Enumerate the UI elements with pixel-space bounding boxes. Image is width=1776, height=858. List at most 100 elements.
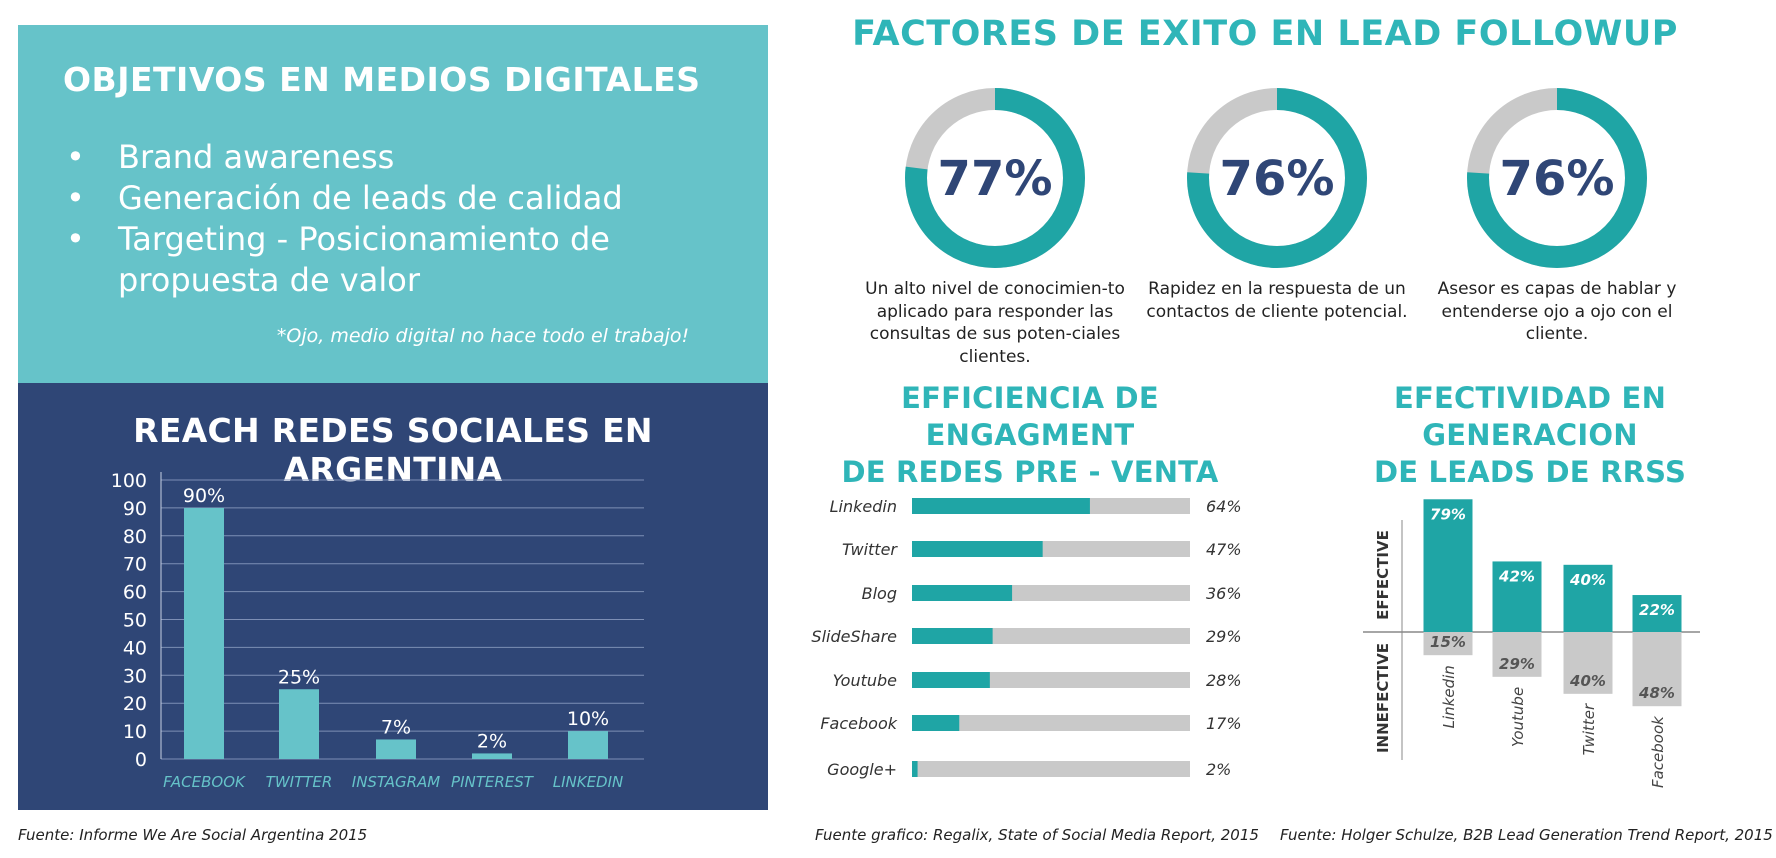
effectiveness-title-line2: DE LEADS DE RRSS (1373, 455, 1687, 489)
bullet-icon: • (66, 138, 85, 176)
bar (912, 585, 1013, 601)
bar-data-label: 64% (1206, 497, 1242, 516)
bar-data-label: 48% (1638, 684, 1675, 702)
bar-data-label: 47% (1206, 540, 1242, 559)
bar-data-label: 25% (278, 666, 320, 688)
donut-chart: 76% (1467, 88, 1647, 268)
reach-source: Fuente: Informe We Are Social Argentina … (18, 826, 368, 844)
row-label: Google+ (827, 760, 897, 779)
bar-data-label: 15% (1430, 633, 1466, 651)
bar-data-label: 29% (1206, 627, 1242, 646)
donut-chart: 76% (1187, 88, 1367, 268)
bullet-icon: • (66, 179, 85, 217)
bar-track (912, 761, 1190, 777)
factor-description: Un alto nivel de conocimien-to aplicado … (865, 279, 1125, 367)
bar (912, 715, 960, 731)
objectives-panel: OBJETIVOS EN MEDIOS DIGITALES • Brand awa… (18, 25, 768, 383)
bar-data-label: 7% (381, 716, 411, 738)
objective-item: • Generación de leads de calidad (66, 178, 658, 219)
donut-value-label: 76% (1500, 151, 1615, 207)
y-tick-label: 80 (123, 526, 147, 548)
objectives-note: *Ojo, medio digital no hace todo el trab… (276, 325, 690, 347)
bar (184, 507, 224, 759)
factor-item: 76% Asesor es capas de hablar y entenders… (1422, 88, 1692, 344)
row-label: SlideShare (811, 627, 897, 646)
engagement-title-line2: DE REDES PRE - VENTA (841, 455, 1219, 489)
engagement-title-block: EFFICIENCIA DE ENGAGMENT DE REDES PRE - … (800, 380, 1260, 491)
engagement-title-line1: EFFICIENCIA DE ENGAGMENT (901, 381, 1159, 452)
y-tick-label: 20 (123, 693, 147, 715)
factors-title: FACTORES DE EXITO EN LEAD FOLLOWUP (852, 14, 1678, 54)
bar-ineffective (1632, 632, 1682, 707)
donut-arc (905, 88, 1085, 268)
bar-data-label: 79% (1430, 505, 1466, 523)
factor-item: 76% Rapidez en la respuesta de un contact… (1142, 88, 1412, 338)
y-tick-label: 0 (135, 749, 147, 771)
reach-panel: REACH REDES SOCIALES EN ARGENTINA 0 10 20 3… (18, 383, 768, 810)
donut-arc (1467, 88, 1647, 268)
x-tick-label: Youtube (1509, 687, 1527, 747)
bar-track (912, 715, 1190, 731)
bar (912, 672, 990, 688)
bar-data-label: 29% (1499, 655, 1535, 673)
y-tick-label: 10 (123, 721, 147, 743)
donut-value-label: 76% (1220, 151, 1335, 207)
factor-description: Rapidez en la respuesta de un contactos … (1146, 279, 1408, 322)
bar (912, 541, 1043, 557)
bar-effective (1632, 595, 1682, 632)
bar (279, 689, 319, 759)
objective-item: • Targeting - Posicionamiento de propuest… (66, 219, 658, 301)
bar (568, 731, 608, 759)
reach-bar-chart: 0 10 20 30 40 50 60 70 80 90 100 90% FACEBOOK 25% TWIT… (111, 470, 644, 791)
engagement-source: Fuente grafico: Regalix, State of Social… (815, 826, 1259, 844)
bar-data-label: 40% (1569, 571, 1606, 589)
factor-item: 77% Un alto nivel de conocimien-to aplica… (860, 88, 1130, 367)
effectiveness-source: Fuente: Holger Schulze, B2B Lead Generat… (1280, 826, 1773, 844)
bar-ineffective (1492, 632, 1542, 677)
bar-ineffective (1423, 632, 1473, 656)
x-tick-label: PINTEREST (451, 773, 535, 791)
effectiveness-title-block: EFECTIVIDAD EN GENERACION DE LEADS DE RR… (1295, 380, 1765, 491)
bar-effective (1563, 564, 1613, 632)
bar-data-label: 40% (1569, 672, 1606, 690)
series-label-ineffective: INNEFECTIVE (1374, 643, 1392, 753)
bar (912, 761, 918, 777)
donut-value-label: 77% (938, 151, 1053, 207)
y-tick-label: 90 (123, 498, 147, 520)
x-tick-label: TWITTER (266, 773, 333, 791)
bar-effective (1423, 499, 1473, 632)
bar (472, 753, 512, 759)
bar (912, 628, 993, 644)
objective-text: Brand awareness (118, 138, 395, 176)
row-label: Blog (862, 584, 897, 603)
objectives-title: OBJETIVOS EN MEDIOS DIGITALES (63, 60, 701, 99)
row-label: Twitter (842, 540, 898, 559)
bar-data-label: 28% (1206, 671, 1242, 690)
row-label: Linkedin (830, 497, 897, 516)
y-tick-label: 40 (123, 637, 147, 659)
bar (376, 739, 416, 759)
bar (912, 498, 1090, 514)
donut-chart: 77% (905, 88, 1085, 268)
bar-data-label: 22% (1639, 601, 1675, 619)
y-tick-label: 70 (123, 554, 147, 576)
engagement-bar-chart: Linkedin 64% Twitter 47% Blog 36% SlideShare 29… (811, 497, 1242, 779)
bar-data-label: 42% (1498, 567, 1535, 585)
x-tick-label: Linkedin (1440, 665, 1458, 728)
objective-item: • Brand awareness (66, 137, 658, 178)
row-label: Facebook (820, 714, 897, 733)
x-tick-label: INSTAGRAM (352, 773, 441, 791)
bar-data-label: 90% (183, 485, 225, 507)
objective-text: Targeting - Posicionamiento de propuesta… (118, 220, 610, 299)
objectives-list: • Brand awareness • Generación de leads de… (66, 137, 658, 301)
x-tick-label: FACEBOOK (163, 773, 246, 791)
bar-data-label: 2% (1206, 760, 1231, 779)
bar-ineffective (1563, 632, 1613, 694)
effectiveness-title-line1: EFECTIVIDAD EN GENERACION (1393, 381, 1667, 452)
donut-arc (1187, 88, 1367, 268)
x-tick-label: Twitter (1580, 703, 1598, 755)
y-tick-label: 50 (123, 610, 147, 632)
reach-title: REACH REDES SOCIALES EN ARGENTINA (133, 411, 653, 489)
y-tick-label: 30 (123, 665, 147, 687)
x-tick-label: Facebook (1649, 715, 1667, 788)
